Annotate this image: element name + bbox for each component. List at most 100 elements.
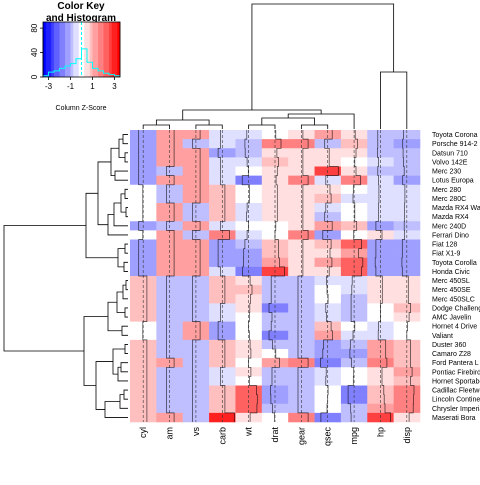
row-label: Mazda RX4 xyxy=(432,214,469,221)
key-x-tick-label: 1 xyxy=(90,82,95,91)
dendrogram-branch xyxy=(104,401,128,418)
row-label: Honda Civic xyxy=(432,269,470,276)
heatmap-cell xyxy=(367,239,394,249)
heatmap-cell xyxy=(393,285,421,295)
row-label: Hornet 4 Drive xyxy=(432,324,477,331)
heatmap-cell xyxy=(209,403,236,414)
heatmap-cell xyxy=(156,403,184,414)
heatmap-cell xyxy=(209,239,236,249)
heatmap-cell xyxy=(393,394,421,405)
column-trace xyxy=(347,130,364,422)
heatmap-cell xyxy=(340,193,368,204)
dendrogram-branch xyxy=(287,113,355,129)
heatmap-cell xyxy=(261,139,289,149)
heatmap-cell xyxy=(182,130,210,140)
heatmap-cell xyxy=(288,139,315,149)
key-color-step xyxy=(54,22,58,77)
row-label: Camaro Z28 xyxy=(432,351,471,358)
heatmap-cell xyxy=(314,403,342,414)
heatmap-cell xyxy=(235,184,263,195)
dendrogram-branch xyxy=(122,134,128,145)
dendrogram-branch xyxy=(124,344,128,354)
heatmap-cell xyxy=(156,394,184,405)
heatmap-cell xyxy=(340,248,368,259)
heatmap-cell xyxy=(156,294,184,304)
heatmap-cell xyxy=(261,285,289,295)
heatmap-cell xyxy=(209,303,236,313)
heatmap-cell xyxy=(130,285,157,295)
heatmap-cell xyxy=(261,394,289,405)
heatmap-cell xyxy=(367,130,394,140)
row-labels: Toyota Corona Porsche 914-2 Datsun 710 Volv… xyxy=(432,132,480,422)
heatmap-cell xyxy=(156,184,184,195)
key-color-step xyxy=(89,22,93,77)
row-label: Merc 450SLC xyxy=(432,296,475,303)
key-color-step xyxy=(103,22,107,77)
heatmap-cell xyxy=(314,349,342,359)
dendrogram-branch xyxy=(182,109,322,120)
heatmap-cell xyxy=(288,303,315,313)
heatmap-cell xyxy=(209,139,236,149)
heatmap-cell xyxy=(182,339,210,350)
column-label: carb xyxy=(217,427,227,445)
key-color-step xyxy=(78,22,82,77)
heatmap-cell xyxy=(340,139,368,149)
heatmap-cell xyxy=(130,130,157,140)
heatmap-cell xyxy=(182,184,210,195)
column-label: mpg xyxy=(349,427,359,445)
row-label: Ford Pantera L xyxy=(432,360,479,367)
key-color-step xyxy=(111,22,115,77)
key-y-tick-label: 40 xyxy=(30,48,39,57)
heatmap-cell xyxy=(314,303,342,313)
dendrogram-branch xyxy=(116,291,125,313)
heatmap-cell xyxy=(367,184,394,195)
heatmap-cell xyxy=(288,239,315,249)
color-key: Color Key and Histogram 0 40 80 -3 -1 1 3 Col… xyxy=(30,1,121,112)
heatmap-cell xyxy=(235,130,263,140)
row-label: Merc 450SL xyxy=(432,278,470,285)
heatmap-cell xyxy=(367,285,394,295)
heatmap-cell xyxy=(235,193,263,204)
heatmap-cell xyxy=(340,339,368,350)
dendrogram-branch xyxy=(107,301,122,332)
heatmap-cell xyxy=(209,248,236,259)
heatmap-cell xyxy=(261,184,289,195)
heatmap-cell xyxy=(314,139,342,149)
heatmap-cell xyxy=(288,294,315,304)
row-label: Merc 450SE xyxy=(432,287,471,294)
heatmap-cell xyxy=(182,403,210,414)
dendrogram-branch xyxy=(122,284,128,300)
column-trace xyxy=(320,130,339,422)
heatmap-cell xyxy=(393,403,421,414)
key-color-step xyxy=(95,22,99,77)
heatmap-cell xyxy=(314,193,342,204)
heatmap-cell xyxy=(367,248,394,259)
heatmap-cell xyxy=(130,239,157,249)
heatmap-cell xyxy=(182,285,210,295)
heatmap-cell xyxy=(235,285,263,295)
column-labels: cyl am vs carb wt drat gear qsec mpg hp disp xyxy=(138,427,412,447)
dendrogram-branch xyxy=(85,192,118,259)
heatmap-cell xyxy=(288,130,315,140)
heatmap-cell xyxy=(314,130,342,140)
column-trace xyxy=(166,130,175,422)
dendrogram-branch xyxy=(114,170,128,181)
column-trace xyxy=(217,130,235,422)
dendrogram-branch xyxy=(118,138,125,158)
heatmap-cell xyxy=(340,130,368,140)
heatmap-cell xyxy=(156,130,184,140)
heatmap-cell xyxy=(393,130,421,140)
heatmap-cell xyxy=(314,339,342,350)
heatmap-cell xyxy=(393,193,421,204)
heatmap-cell xyxy=(182,394,210,405)
dendrogram-branch xyxy=(300,124,329,129)
row-label: Cadillac Fleetwood xyxy=(432,388,480,395)
heatmap-cell xyxy=(156,349,184,359)
key-color-step xyxy=(56,22,60,77)
row-label: Lincoln Continental xyxy=(432,397,480,404)
column-trace xyxy=(268,130,285,422)
key-color-step xyxy=(45,22,49,77)
dendrogram-branch xyxy=(124,188,128,199)
dendrogram-branch xyxy=(125,280,128,291)
